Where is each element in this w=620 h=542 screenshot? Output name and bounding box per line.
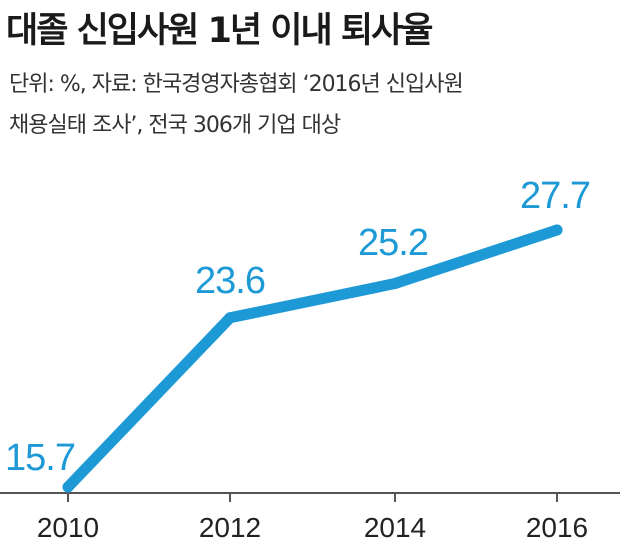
x-tick-label-2016: 2016 [526, 512, 588, 542]
series-group [62, 224, 563, 493]
chart-title: 대졸 신입사원 1년 이내 퇴사율 [6, 11, 433, 51]
data-label-2016: 27.7 [520, 175, 590, 217]
data-point-2016 [551, 224, 563, 236]
chart-note-line-1: 단위: %, 자료: 한국경영자총협회 ‘2016년 신입사원 [9, 72, 464, 97]
x-tick-label-2014: 2014 [364, 512, 426, 542]
data-label-2012: 23.6 [195, 260, 265, 302]
data-point-2010 [62, 481, 74, 493]
data-point-2014 [389, 278, 401, 289]
x-tick-label-2012: 2012 [199, 512, 261, 542]
labels-group: 15.7 23.6 25.2 27.7 [5, 175, 591, 479]
data-point-2012 [224, 312, 236, 324]
data-label-2014: 25.2 [358, 222, 428, 264]
x-axis-group: 2010 2012 2014 2016 [0, 492, 620, 542]
data-label-2010: 15.7 [5, 437, 75, 479]
x-tick-label-2010: 2010 [37, 512, 99, 542]
series-line [62, 224, 563, 493]
chart-note-line-2: 채용실태 조사’, 전국 306개 기업 대상 [9, 113, 341, 138]
